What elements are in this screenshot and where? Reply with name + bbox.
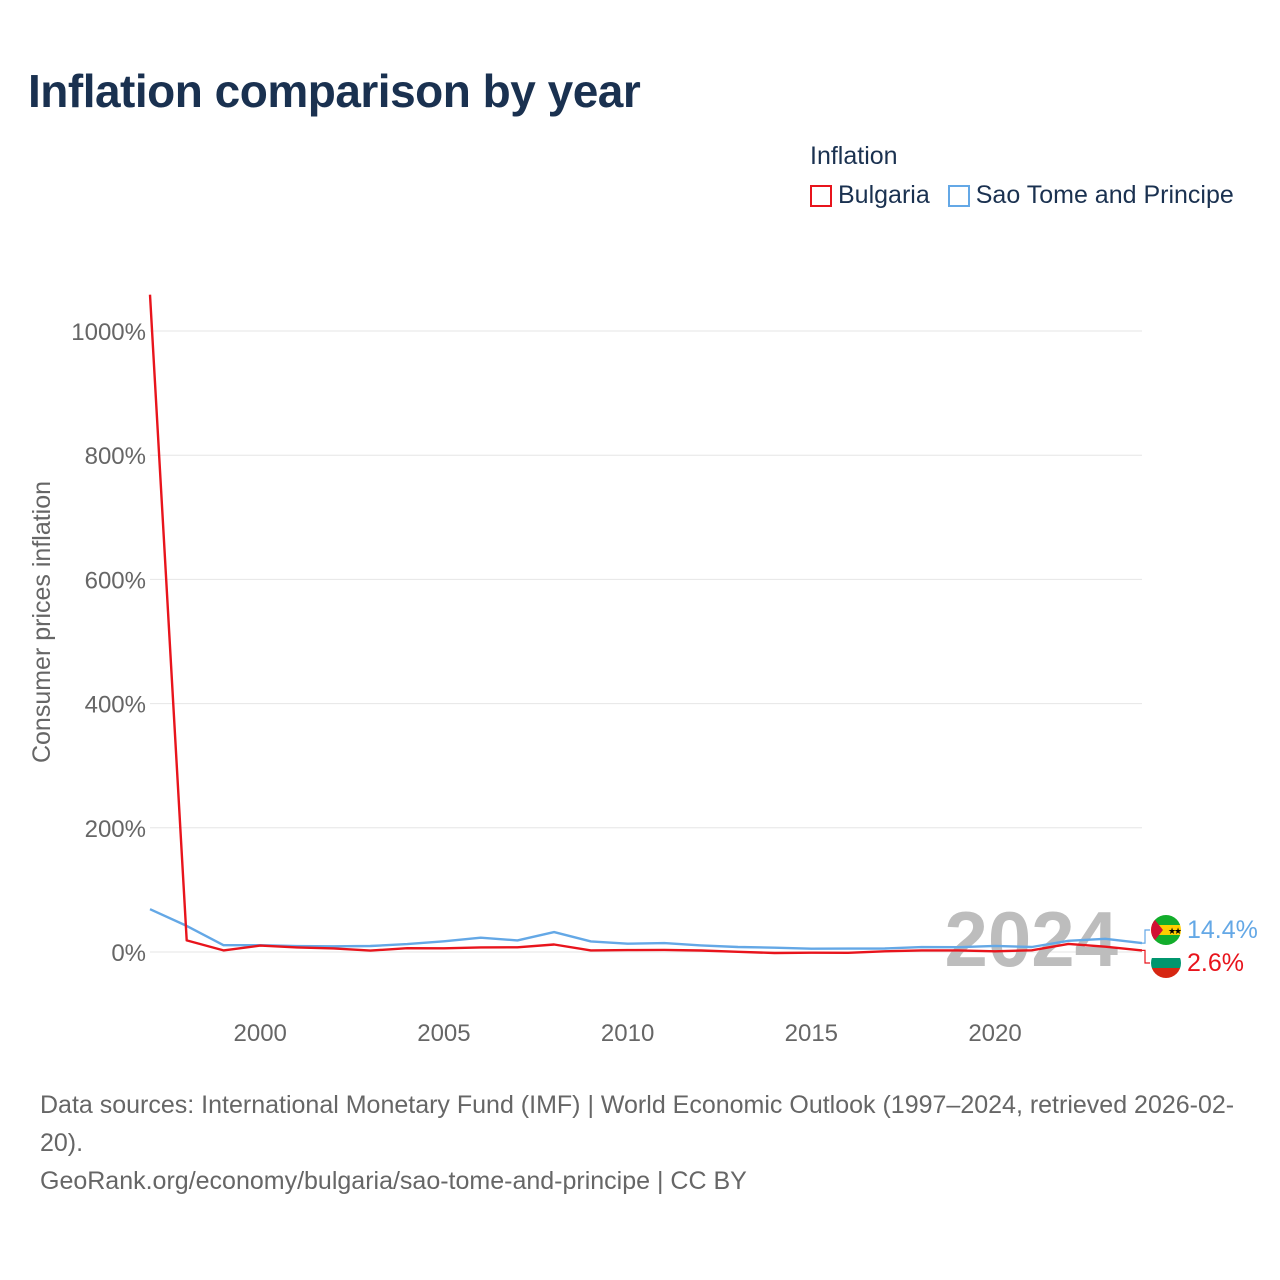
y-tick-label: 200%	[85, 816, 146, 843]
legend-item-sao-tome[interactable]: Sao Tome and Principe	[947, 181, 1234, 210]
grid	[150, 330, 1142, 953]
y-axis-label: Consumer prices inflation	[28, 481, 56, 763]
sao-tome-flag-icon: ★ ★	[1151, 915, 1182, 945]
x-tick-label: 2015	[785, 1020, 838, 1047]
end-connector-sao-tome-and-principe	[1142, 929, 1150, 944]
legend-swatch-sao-tome	[947, 184, 970, 207]
data-sources: Data sources: International Monetary Fun…	[40, 1091, 1235, 1157]
legend: Inflation Bulgaria Sao Tome and Principe	[810, 142, 1234, 210]
line-chart: 0% 200% 400% 600% 800% 1000% 2000 2005 2010 2015…	[28, 294, 1258, 1047]
y-tick-label: 400%	[85, 692, 146, 719]
legend-item-bulgaria[interactable]: Bulgaria	[810, 181, 930, 210]
source-url[interactable]: GeoRank.org/economy/bulgaria/sao-tome-an…	[40, 1167, 747, 1195]
chart-title: Inflation comparison by year	[28, 65, 641, 117]
end-connector-bulgaria	[1142, 949, 1150, 964]
end-labels: 14.4% 2.6%	[1142, 916, 1258, 977]
series-lines	[148, 294, 1142, 955]
svg-text:★: ★	[1168, 926, 1176, 936]
y-tick-label: 600%	[85, 567, 146, 594]
y-axis: 0% 200% 400% 600% 800% 1000%	[71, 319, 146, 967]
series-line-bulgaria[interactable]	[148, 294, 1142, 955]
legend-swatch-bulgaria	[810, 184, 832, 207]
x-tick-label: 2020	[968, 1020, 1021, 1047]
end-label-sao-tome-and-principe: 14.4%	[1187, 916, 1258, 944]
y-tick-label: 800%	[85, 443, 146, 470]
footer: Data sources: International Monetary Fun…	[40, 1086, 1250, 1200]
x-tick-label: 2000	[234, 1020, 287, 1047]
y-tick-label: 0%	[111, 940, 146, 967]
series-line-sao-tome-and-principe[interactable]	[149, 908, 1142, 950]
svg-text:★: ★	[1174, 926, 1182, 936]
x-tick-label: 2005	[417, 1020, 470, 1047]
bulgaria-flag-icon	[1151, 948, 1181, 978]
end-label-bulgaria: 2.6%	[1187, 949, 1244, 977]
y-tick-label: 1000%	[71, 319, 146, 346]
legend-label-bulgaria: Bulgaria	[838, 181, 930, 209]
x-axis: 2000 2005 2010 2015 2020	[234, 1020, 1022, 1047]
legend-label-sao-tome: Sao Tome and Principe	[975, 181, 1234, 209]
x-tick-label: 2010	[601, 1020, 654, 1047]
legend-title: Inflation	[810, 142, 898, 170]
